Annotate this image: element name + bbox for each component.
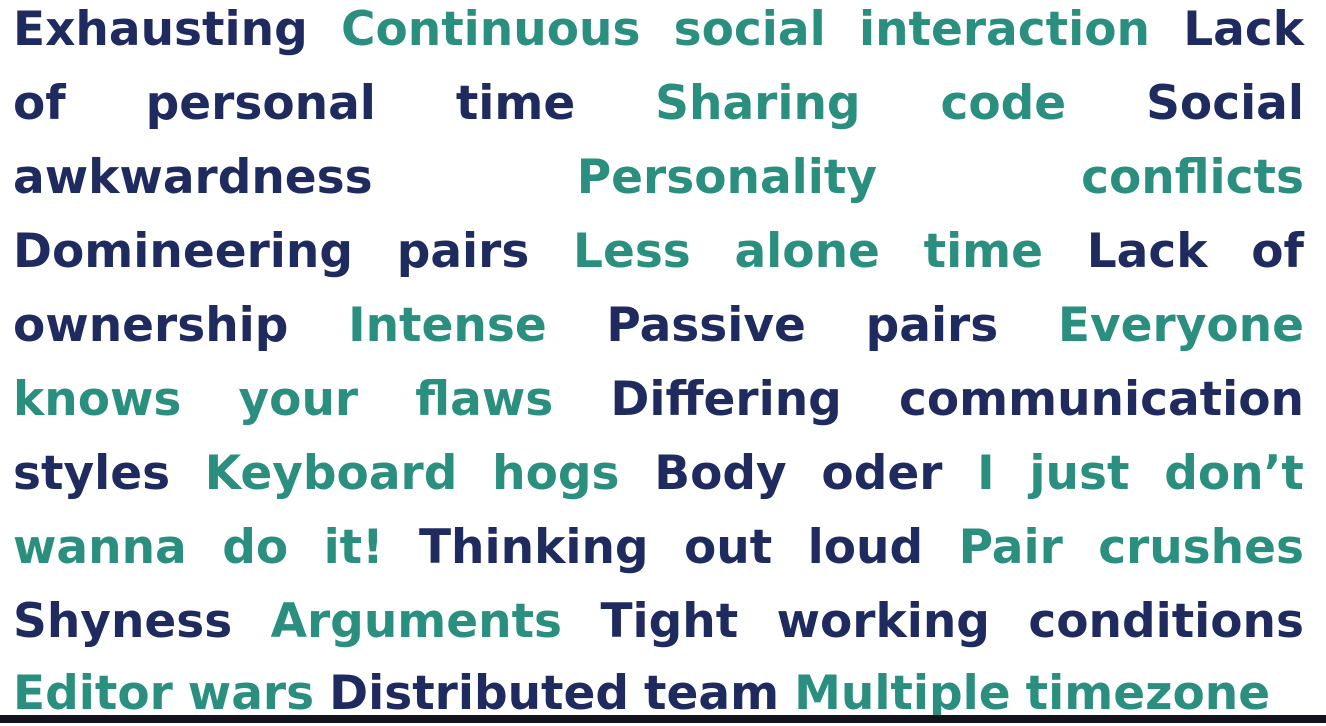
word-cloud-word: just xyxy=(1029,446,1130,501)
word-cloud-word: Multiple xyxy=(794,666,1011,721)
bottom-bar xyxy=(0,715,1326,723)
word-cloud-word: don’t xyxy=(1164,446,1304,501)
word-cloud-word: team xyxy=(644,666,780,721)
word-cloud-word: personal xyxy=(145,76,376,131)
word-cloud-word: time xyxy=(923,224,1044,279)
word-cloud-word: Intense xyxy=(348,298,547,353)
word-cloud-word: hogs xyxy=(492,446,620,501)
word-cloud-word: wanna xyxy=(13,520,187,575)
word-cloud-word: Pair xyxy=(958,520,1063,575)
word-cloud-word: code xyxy=(940,76,1067,131)
word-cloud-word: loud xyxy=(807,520,924,575)
word-cloud-word: flaws xyxy=(415,372,554,427)
word-cloud-word: of xyxy=(1251,224,1304,279)
word-cloud-word: conflicts xyxy=(1081,150,1304,205)
word-cloud-word: your xyxy=(238,372,359,427)
word-cloud-line: of personal time Sharing code Social xyxy=(13,76,1304,136)
word-cloud-word: Keyboard xyxy=(204,446,458,501)
word-cloud-word: I xyxy=(977,446,995,501)
word-cloud-word: of xyxy=(13,76,66,131)
word-cloud-word: Tight xyxy=(600,594,739,649)
word-cloud-word: Continuous xyxy=(340,2,641,57)
word-cloud-word: Thinking xyxy=(419,520,649,575)
word-cloud-word: Body xyxy=(654,446,787,501)
word-cloud-word: ownership xyxy=(13,298,289,353)
word-cloud-word: Less xyxy=(573,224,691,279)
word-cloud-line: Editor wars Distributed team Multiple timezon… xyxy=(13,666,1304,726)
word-cloud-line: wanna do it! Thinking out loud Pair crushes xyxy=(13,520,1304,580)
word-cloud-line: Domineering pairs Less alone time Lack of xyxy=(13,224,1304,284)
word-cloud-word: knows xyxy=(13,372,182,427)
word-cloud-line: Shyness Arguments Tight working conditions xyxy=(13,594,1304,654)
word-cloud-word: wars xyxy=(187,666,315,721)
word-cloud-word: pairs xyxy=(396,224,530,279)
word-cloud-word: out xyxy=(683,520,773,575)
word-cloud-word: Everyone xyxy=(1057,298,1304,353)
word-cloud-line: awkwardness Personality conflicts xyxy=(13,150,1304,210)
word-cloud-word: Distributed xyxy=(329,666,630,721)
word-cloud-word: pairs xyxy=(865,298,999,353)
word-cloud-word: crushes xyxy=(1098,520,1304,575)
word-cloud-word: communication xyxy=(898,372,1304,427)
word-cloud-word: Editor xyxy=(13,666,173,721)
word-cloud-word: Social xyxy=(1146,76,1304,131)
word-cloud-word: conditions xyxy=(1028,594,1304,649)
word-cloud-word: do xyxy=(222,520,289,575)
word-cloud-word: styles xyxy=(13,446,171,501)
word-cloud-word: Lack xyxy=(1183,2,1304,57)
word-cloud-word: alone xyxy=(734,224,880,279)
word-cloud-word: social xyxy=(673,2,826,57)
word-cloud-word: Exhausting xyxy=(13,2,308,57)
word-cloud-word: Personality xyxy=(576,150,878,205)
word-cloud-line: Exhausting Continuous social interaction Lac… xyxy=(13,2,1304,62)
word-cloud-word: it! xyxy=(323,520,384,575)
word-cloud-word: interaction xyxy=(858,2,1150,57)
word-cloud-word: timezone xyxy=(1025,666,1271,721)
word-cloud-word: time xyxy=(455,76,576,131)
word-cloud-word: Lack xyxy=(1086,224,1208,279)
word-cloud-word: oder xyxy=(821,446,943,501)
word-cloud-line: knows your flaws Differing communication xyxy=(13,372,1304,432)
word-cloud-word: Arguments xyxy=(270,594,563,649)
word-cloud-word: working xyxy=(776,594,990,649)
word-cloud-word: Passive xyxy=(606,298,806,353)
word-cloud-word: awkwardness xyxy=(13,150,373,205)
word-cloud-word: Domineering xyxy=(13,224,353,279)
word-cloud-word: Sharing xyxy=(655,76,861,131)
word-cloud-word: Shyness xyxy=(13,594,233,649)
word-cloud-line: ownership Intense Passive pairs Everyone xyxy=(13,298,1304,358)
word-cloud-word: Differing xyxy=(610,372,842,427)
